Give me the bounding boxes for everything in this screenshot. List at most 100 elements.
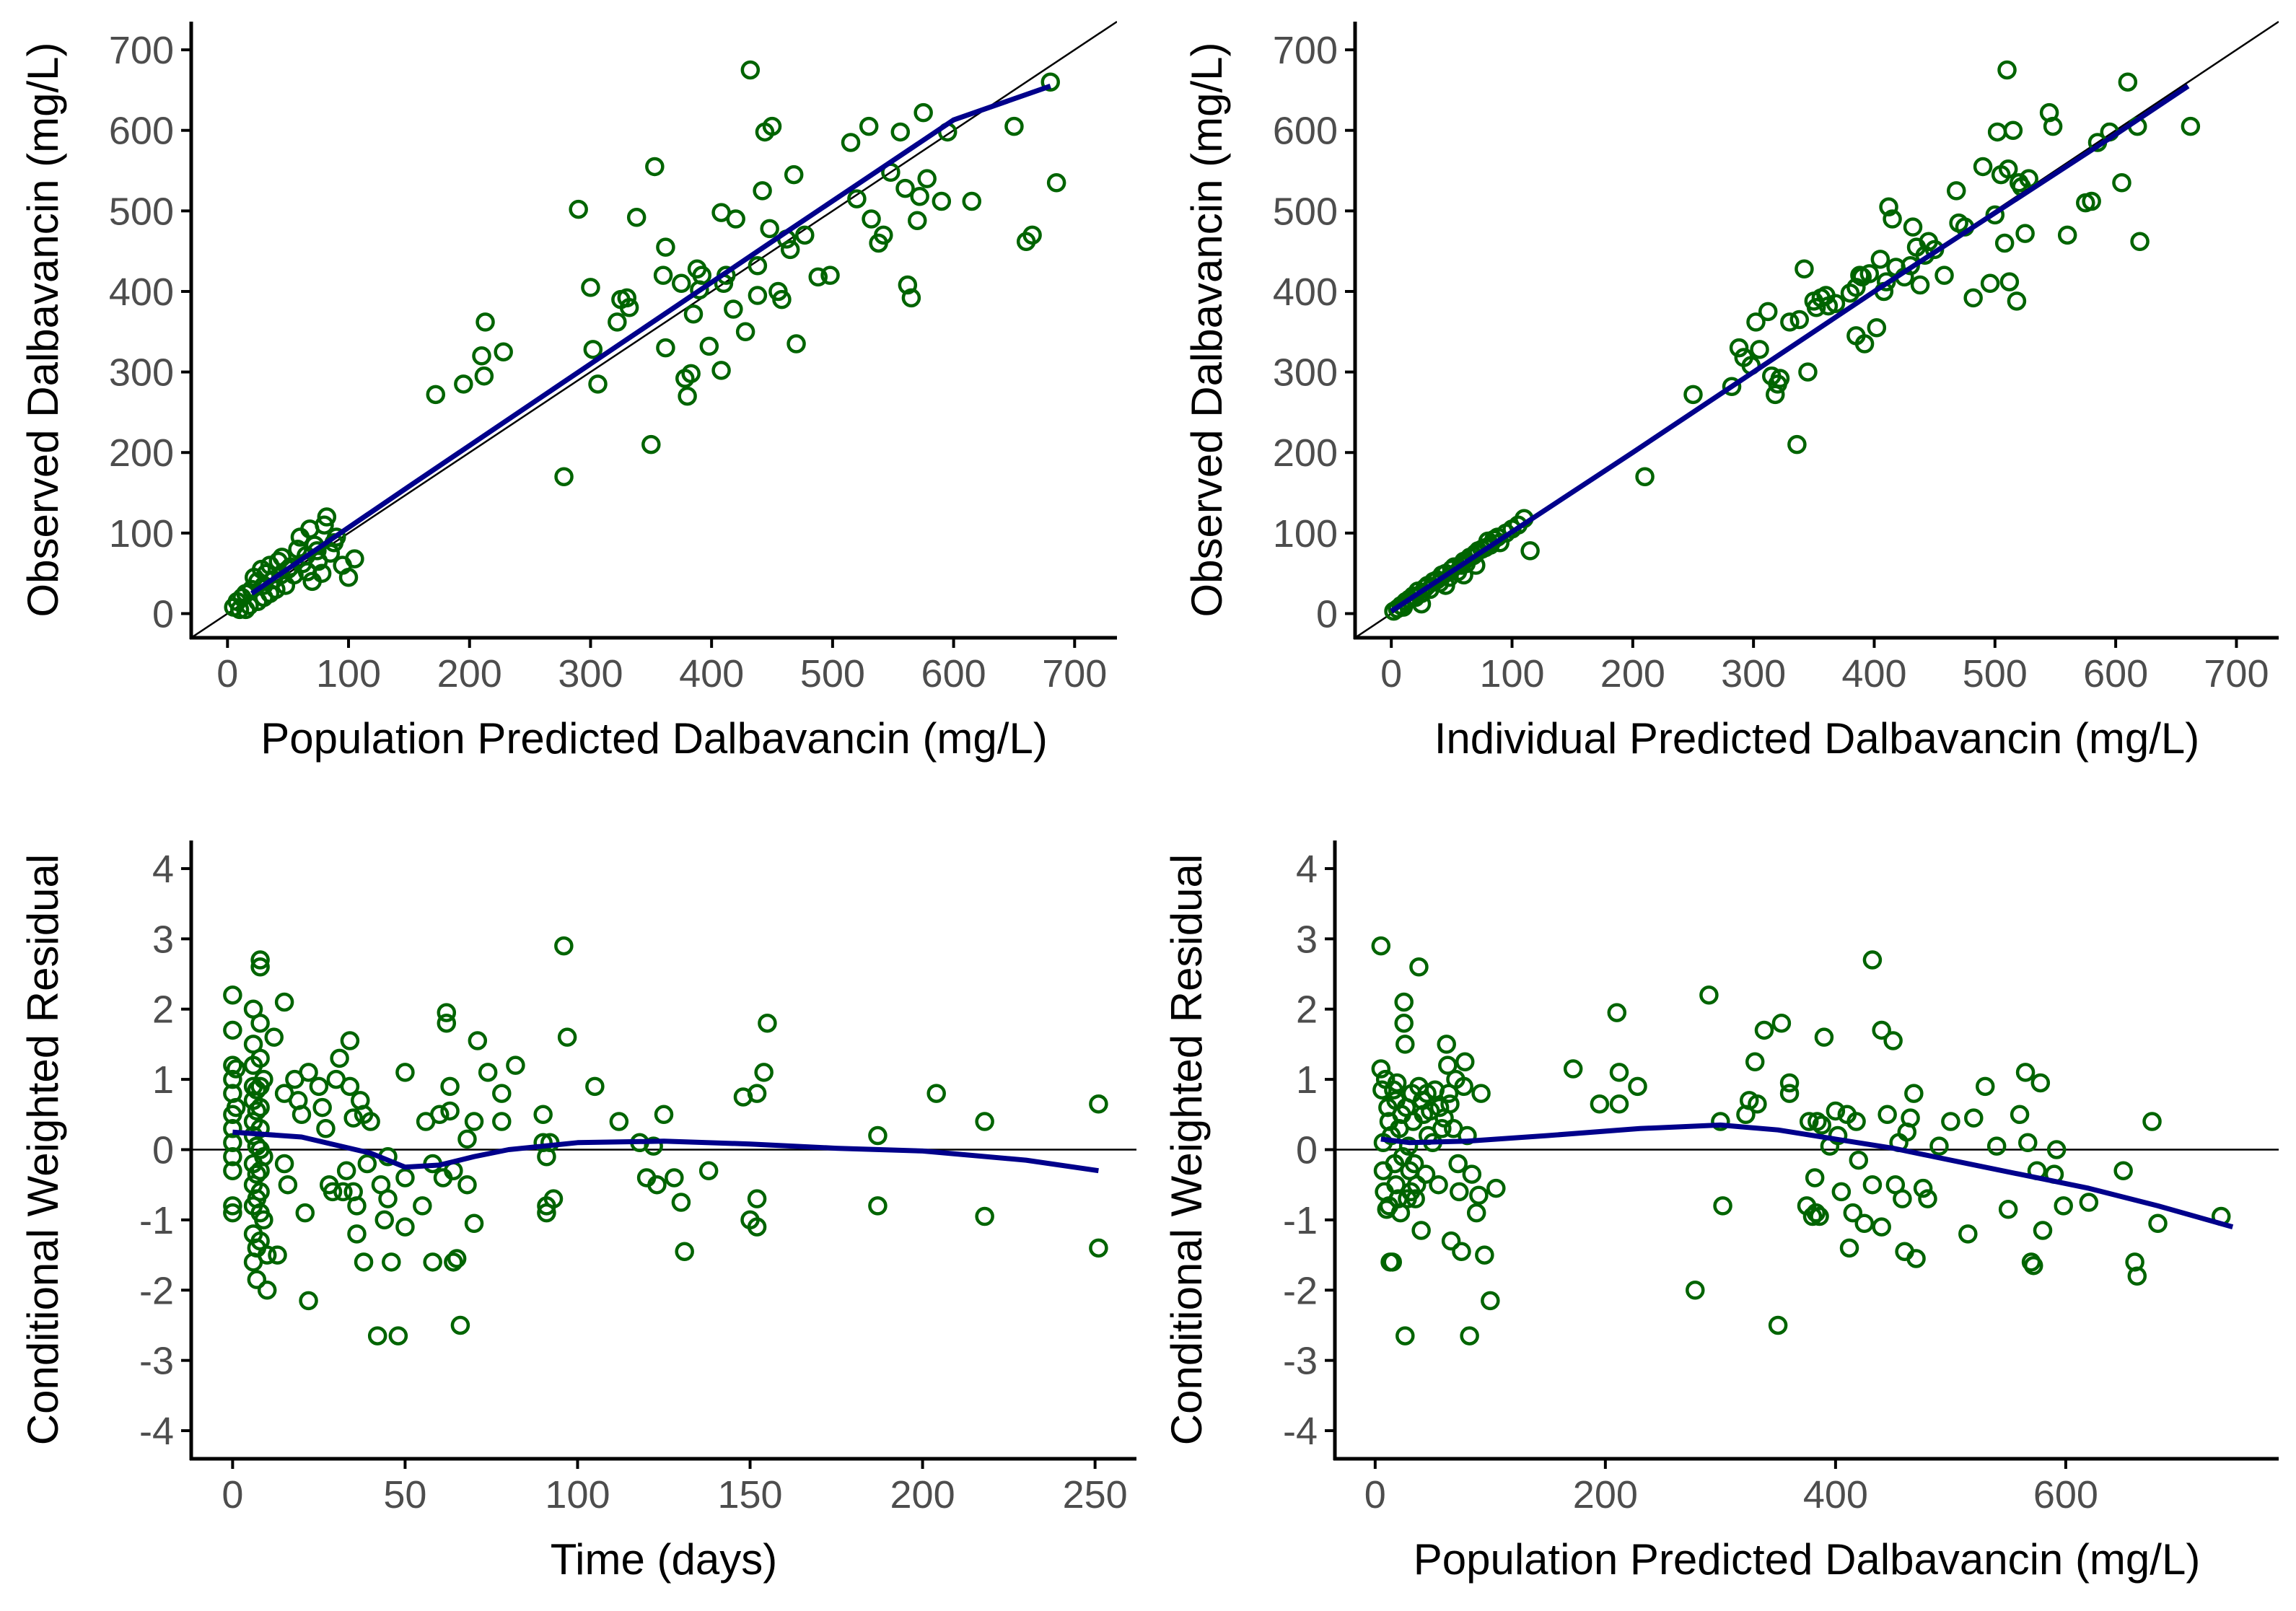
data-point	[1022, 225, 1042, 245]
x-tick-label: 100	[316, 652, 381, 695]
data-point	[440, 1076, 460, 1097]
data-point	[2118, 72, 2138, 92]
data-point	[426, 385, 446, 405]
x-tick-label: 400	[1841, 652, 1906, 695]
data-point	[264, 1027, 284, 1047]
data-point	[656, 338, 675, 358]
data-point	[327, 527, 346, 547]
data-point	[413, 1196, 432, 1216]
data-point	[357, 1154, 377, 1174]
data-point	[898, 275, 918, 295]
data-point	[254, 1146, 273, 1167]
y-axis-title: Observed Dalbavancin (mg/L)	[19, 42, 67, 617]
data-point	[1609, 1094, 1629, 1114]
panel-4: 0 200 400 600 -4 -3 -2 -1 0 1 2 3 4 Population Predic…	[1162, 840, 2279, 1584]
data-point	[692, 265, 711, 285]
x-tick-label: 300	[558, 652, 623, 695]
y-axis-title: Conditional Weighted Residual	[1162, 854, 1211, 1445]
data-point	[354, 1252, 374, 1272]
data-point	[457, 1175, 477, 1195]
data-point	[1997, 60, 2017, 80]
data-point	[257, 1245, 277, 1265]
data-point	[333, 1182, 353, 1202]
data-point	[1849, 1150, 1869, 1170]
data-point	[1635, 467, 1655, 486]
data-point	[747, 1217, 767, 1237]
y-tick-label: 4	[152, 848, 174, 891]
x-tick-label: 400	[1803, 1473, 1868, 1516]
data-point	[1432, 1119, 1452, 1138]
data-point	[2082, 191, 2101, 211]
data-point	[250, 1013, 270, 1033]
data-point	[2019, 169, 2038, 188]
data-point	[1862, 1175, 1883, 1195]
data-point	[2113, 1161, 2133, 1180]
data-point	[226, 1059, 246, 1079]
data-point	[254, 587, 273, 607]
data-point	[494, 342, 513, 361]
data-point	[747, 1084, 767, 1103]
x-tick-label: 700	[2204, 652, 2269, 695]
data-point	[1780, 312, 1800, 332]
data-point	[1826, 1101, 1846, 1121]
data-point	[250, 950, 270, 970]
data-point	[382, 1252, 401, 1272]
data-point	[1964, 1108, 1984, 1128]
data-point	[278, 1175, 298, 1195]
data-point	[2079, 1193, 2099, 1212]
data-point	[747, 1189, 767, 1208]
data-point	[315, 515, 334, 535]
data-point	[533, 1105, 553, 1125]
y-tick-label: -1	[1283, 1199, 1318, 1242]
data-point	[1839, 1238, 1859, 1258]
data-point	[1395, 1035, 1415, 1054]
y-tick-label: 4	[1296, 848, 1318, 891]
data-point	[312, 1097, 332, 1118]
data-point	[274, 992, 294, 1012]
y-tick-label: 0	[1296, 1129, 1318, 1172]
data-point	[423, 1252, 442, 1272]
y-tick-label: 700	[1273, 29, 1338, 72]
data-point	[1870, 250, 1890, 269]
data-point	[1460, 1326, 1479, 1346]
data-point	[1958, 1224, 1978, 1244]
data-point	[223, 1203, 242, 1223]
data-point	[1475, 1245, 1494, 1265]
data-point	[1520, 541, 1540, 561]
y-tick-label: 3	[152, 918, 174, 961]
x-tick-label: 250	[1063, 1473, 1128, 1516]
x-tick-label: 0	[222, 1473, 243, 1516]
data-point	[760, 219, 779, 239]
x-tick-label: 200	[890, 1473, 955, 1516]
data-point	[1407, 1175, 1427, 1195]
data-point	[1963, 288, 1983, 308]
data-point	[343, 1108, 363, 1128]
data-point	[2007, 291, 2027, 311]
data-point	[226, 1097, 246, 1118]
panel-1: 0 100 200 300 400 500 600 700 0 100 200 300 400 500 60…	[19, 20, 1117, 763]
x-tick-label: 100	[1479, 652, 1544, 695]
data-point	[454, 374, 473, 394]
y-tick-label: 700	[109, 29, 174, 72]
data-point	[2003, 120, 2023, 140]
data-point	[1799, 1112, 1819, 1131]
data-point	[1876, 272, 1896, 291]
data-point	[678, 386, 697, 406]
data-point	[862, 209, 881, 229]
data-point	[2015, 224, 2035, 243]
data-point	[1429, 1097, 1450, 1118]
data-point	[1046, 173, 1066, 193]
y-tick-label: 300	[1273, 351, 1338, 395]
data-point	[1729, 338, 1749, 358]
data-point	[1918, 1189, 1937, 1208]
data-point	[1985, 205, 2005, 225]
y-axis-title: Conditional Weighted Residual	[19, 854, 67, 1445]
data-point	[671, 273, 691, 294]
data-point	[868, 1196, 888, 1216]
data-point	[323, 1182, 343, 1202]
data-point	[910, 186, 929, 206]
data-point	[1394, 992, 1414, 1012]
data-point	[1806, 298, 1826, 317]
data-point	[1768, 1315, 1788, 1335]
data-point	[1859, 264, 1880, 284]
